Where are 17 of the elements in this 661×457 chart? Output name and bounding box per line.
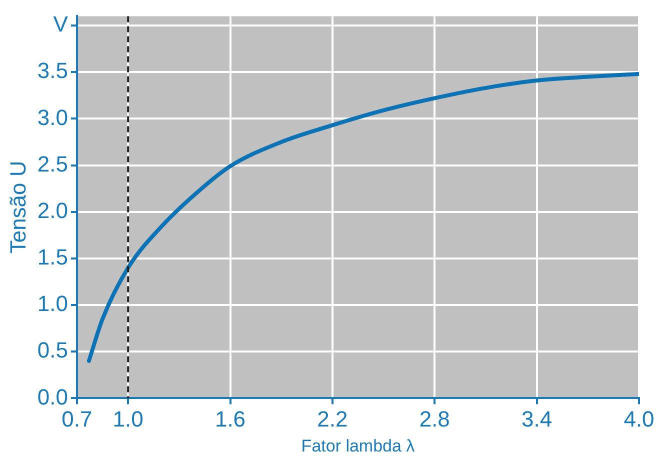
y-tick-label: 2.5 — [37, 151, 68, 176]
y-tick-label: 2.0 — [37, 198, 68, 223]
x-tick-label: 1.0 — [112, 406, 144, 432]
y-tick-label: 0.5 — [37, 338, 68, 363]
line-series — [86, 72, 639, 363]
x-tick-label: 2.8 — [419, 406, 450, 432]
y-tick-label: 3.0 — [37, 104, 68, 130]
x-tick-label: 1.6 — [214, 406, 246, 432]
x-axis-title: Fator lambda λ — [301, 436, 416, 456]
x-tick-label: 2.2 — [317, 406, 348, 432]
y-axis-title: Tensão U — [5, 160, 30, 254]
y-tick-label: 1.0 — [37, 291, 68, 316]
y-tick-label: 1.5 — [37, 244, 68, 270]
y-tick-label: V — [53, 12, 68, 37]
y-tick-label: 3.5 — [37, 58, 68, 84]
x-tick-label: 4.0 — [624, 406, 654, 432]
x-tick-label: 3.4 — [522, 406, 552, 432]
